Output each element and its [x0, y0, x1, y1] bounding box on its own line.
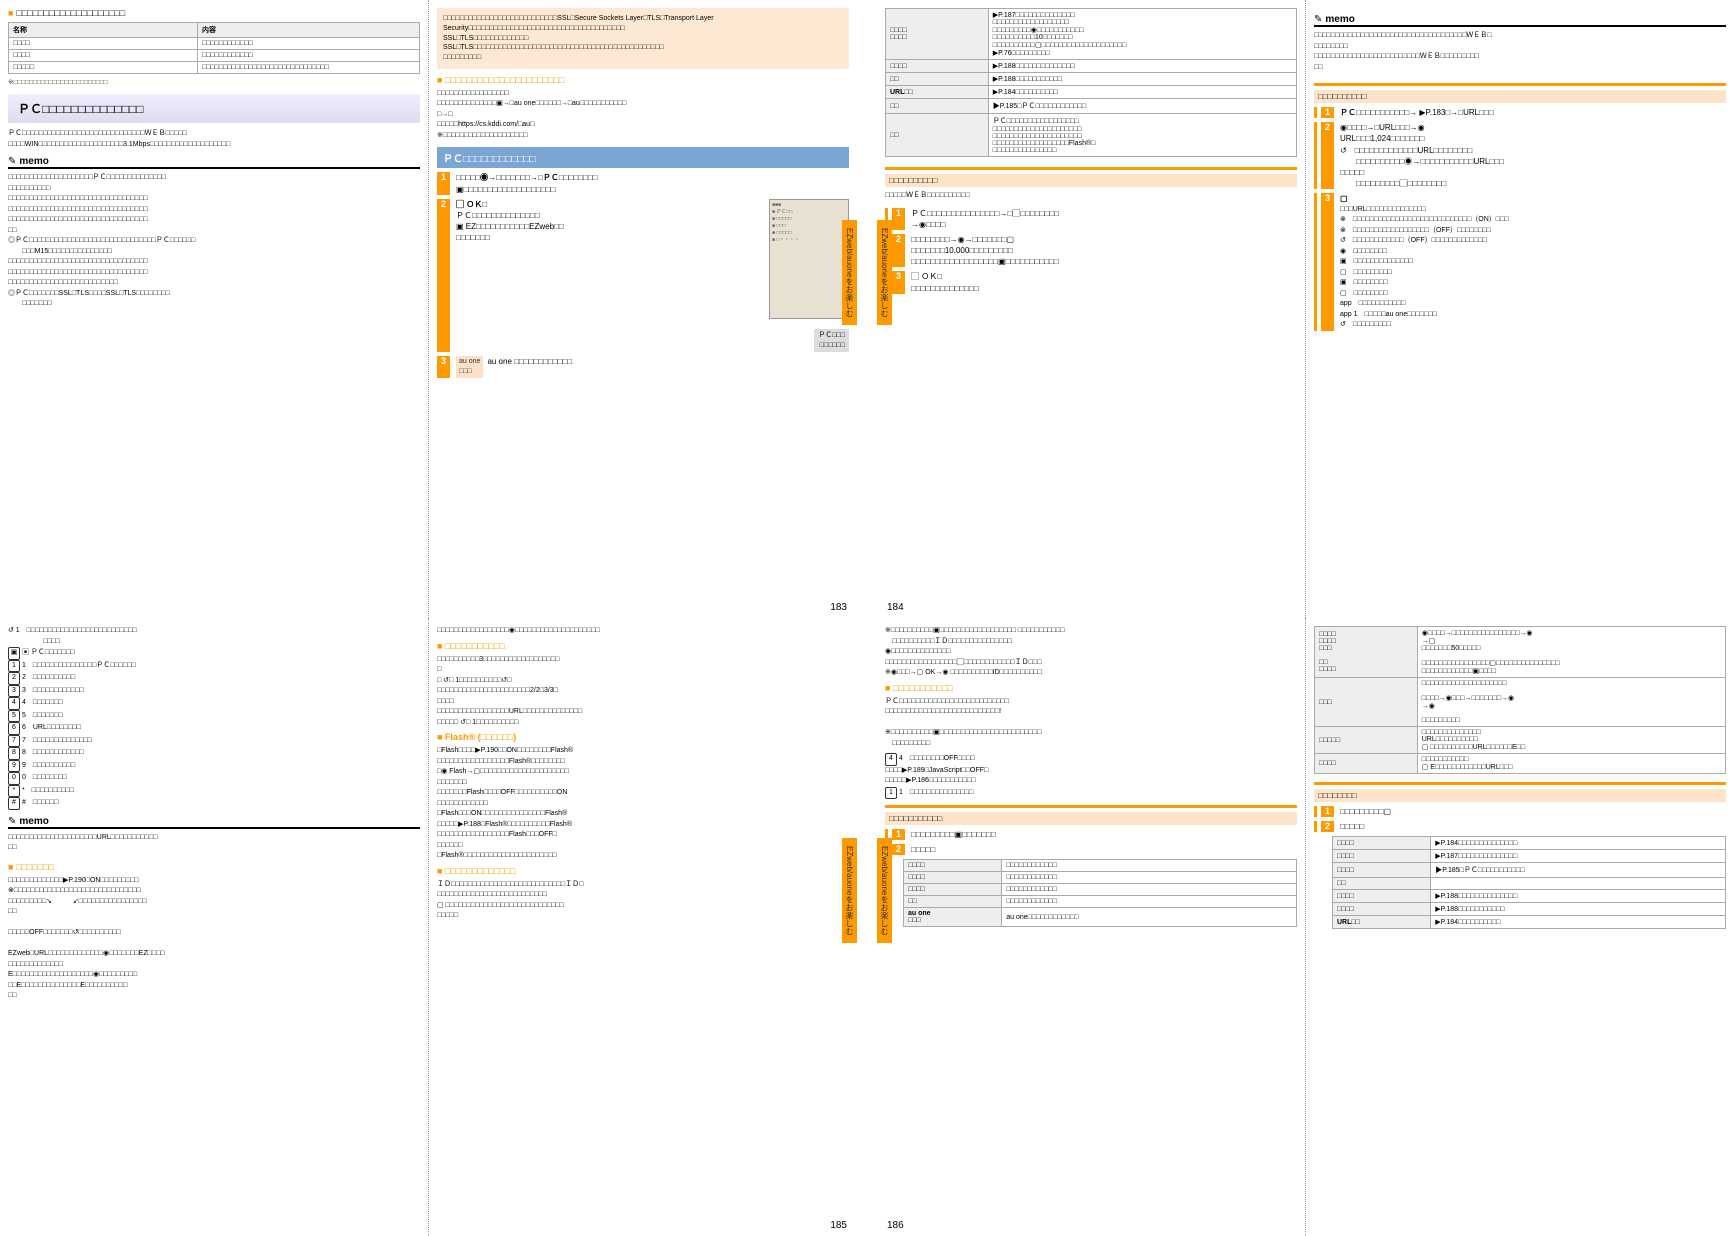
- page-183-right: □□□□□□□□□□□□□□□□□□□□□□□□□□□SSL□Secure So…: [429, 0, 857, 618]
- side-tab: EZweb/auoneをお楽しむ: [842, 838, 857, 943]
- page-number: 185: [830, 1220, 847, 1231]
- section-title: ■□□□□□□□□□□□□□□□□□□□□: [8, 8, 420, 18]
- page-185-left: ↺ 1 □□□□□□□□□□□□□□□□□□□□□□□□□□ □□□□ ▣ ▣ …: [0, 618, 428, 1236]
- footnote: ※□□□□□□□□□□□□□□□□□□□□□□□□: [8, 78, 420, 86]
- ssl-info-box: □□□□□□□□□□□□□□□□□□□□□□□□□□□SSL□Secure So…: [437, 8, 849, 69]
- page-183: ■□□□□□□□□□□□□□□□□□□□□ 名称内容 □□□□□□□□□□□□□…: [0, 0, 428, 618]
- section-head: □□□□□□□□□□: [885, 174, 1297, 187]
- pc-label-callout: ＰＣ□□□ □□□□□□: [814, 329, 849, 353]
- page-185-right: □□□□□□□□□□□□□□□□□◉□□□□□□□□□□□□□□□□□□□□ ■…: [429, 618, 857, 1236]
- side-tab: EZweb/auoneをお楽しむ: [877, 838, 892, 943]
- menu-table: □□□□□□□□□□□□□□□□ □□□□□□□□□□□□□□□□ □□□□□□…: [903, 859, 1297, 927]
- action-table: □□□□ □□□□ □□□ □□ □□□□◉□□□□→□□□□□□□□□□□□□…: [1314, 626, 1726, 774]
- side-tab: EZweb/auoneをお楽しむ: [877, 220, 892, 325]
- section-title: ■ □□□□□□□: [8, 862, 420, 872]
- pencil-icon: ✎: [8, 156, 16, 167]
- section-head: □□□□□□□□□□□: [885, 812, 1297, 825]
- page-ref-table: □□□□▶P.184□□□□□□□□□□□□□□ □□□□▶P.187□□□□□…: [1332, 836, 1726, 929]
- page-number: 186: [887, 1220, 904, 1231]
- page-184-left: EZweb/auoneをお楽しむ □□□□ □□□□▶P.187□□□□□□□□…: [877, 0, 1305, 618]
- pencil-icon: ✎: [8, 816, 16, 827]
- side-tab: EZweb/auoneをお楽しむ: [842, 220, 857, 325]
- toggle-list: 4 4 □□□□□□□□OFF□□□□ □□□□▶P.189□JavaScrip…: [885, 753, 1297, 799]
- pencil-icon: ✎: [1314, 14, 1322, 25]
- page-184-right: ✎memo □□□□□□□□□□□□□□□□□□□□□□□□□□□□□□□□□□…: [1306, 0, 1734, 618]
- memo-block: ✎memo □□□□□□□□□□□□□□□□□□□□□□□□□□□□□□□□□□…: [1314, 14, 1726, 73]
- pc-header: ＰＣ□□□□□□□□□□□□□□: [8, 94, 420, 123]
- section-head: □□□□□□□□□□: [1314, 90, 1726, 103]
- numbered-key-list: ↺ 1 □□□□□□□□□□□□□□□□□□□□□□□□□□ □□□□ ▣ ▣ …: [8, 626, 420, 810]
- page-186-left: EZweb/auoneをお楽しむ ※□□□□□□□□□□▣□□□□□□□□□□□…: [877, 618, 1305, 1236]
- page-number: 183: [830, 602, 847, 613]
- step-number: 1: [437, 172, 450, 194]
- memo-block: ✎memo □□□□□□□□□□□□□□□□□□□□□URL□□□□□□□□□□…: [8, 816, 420, 854]
- flash-section-title: ■ Flash® (□□□□□□): [437, 732, 849, 742]
- section-title: ■ □□□□□□□□□□□□□□□□□□□□□□: [437, 75, 849, 85]
- phone-screenshot-placeholder: ■■■■ ＰＣ□□■ □□□□□■ □□□■ □□□□□■ □・・・・: [769, 199, 849, 319]
- memo-block: ✎memo □□□□□□□□□□□□□□□□□□□□ＰＣ□□□□□□□□□□□□…: [8, 156, 420, 310]
- page-number: 184: [887, 602, 904, 613]
- step-body: □□□□□◉→□□□□□□□→□ＰＣ□□□□□□□□ ▣□□□□□□□□□□□□…: [456, 172, 849, 194]
- reference-table: □□□□ □□□□▶P.187□□□□□□□□□□□□□□ □□□□□□□□□□…: [885, 8, 1297, 157]
- icon-legend-list: □□□URL□□□□□□□□□□□□□□ ⊗ □□□□□□□□□□□□□□□□□…: [1340, 205, 1726, 331]
- section-head: □□□□□□□□: [1314, 789, 1726, 802]
- key-icon: ▣: [8, 647, 20, 660]
- pc-subhead: ＰＣ□□□□□□□□□□□□: [437, 147, 849, 168]
- page-186-right: □□□□ □□□□ □□□ □□ □□□□◉□□□□→□□□□□□□□□□□□□…: [1306, 618, 1734, 1236]
- pc-intro-text: ＰＣ□□□□□□□□□□□□□□□□□□□□□□□□□□□□□ＷＥＢ□□□□□ …: [8, 129, 420, 150]
- security-table: 名称内容 □□□□□□□□□□□□□□□□ □□□□□□□□□□□□□□□□ □…: [8, 22, 420, 74]
